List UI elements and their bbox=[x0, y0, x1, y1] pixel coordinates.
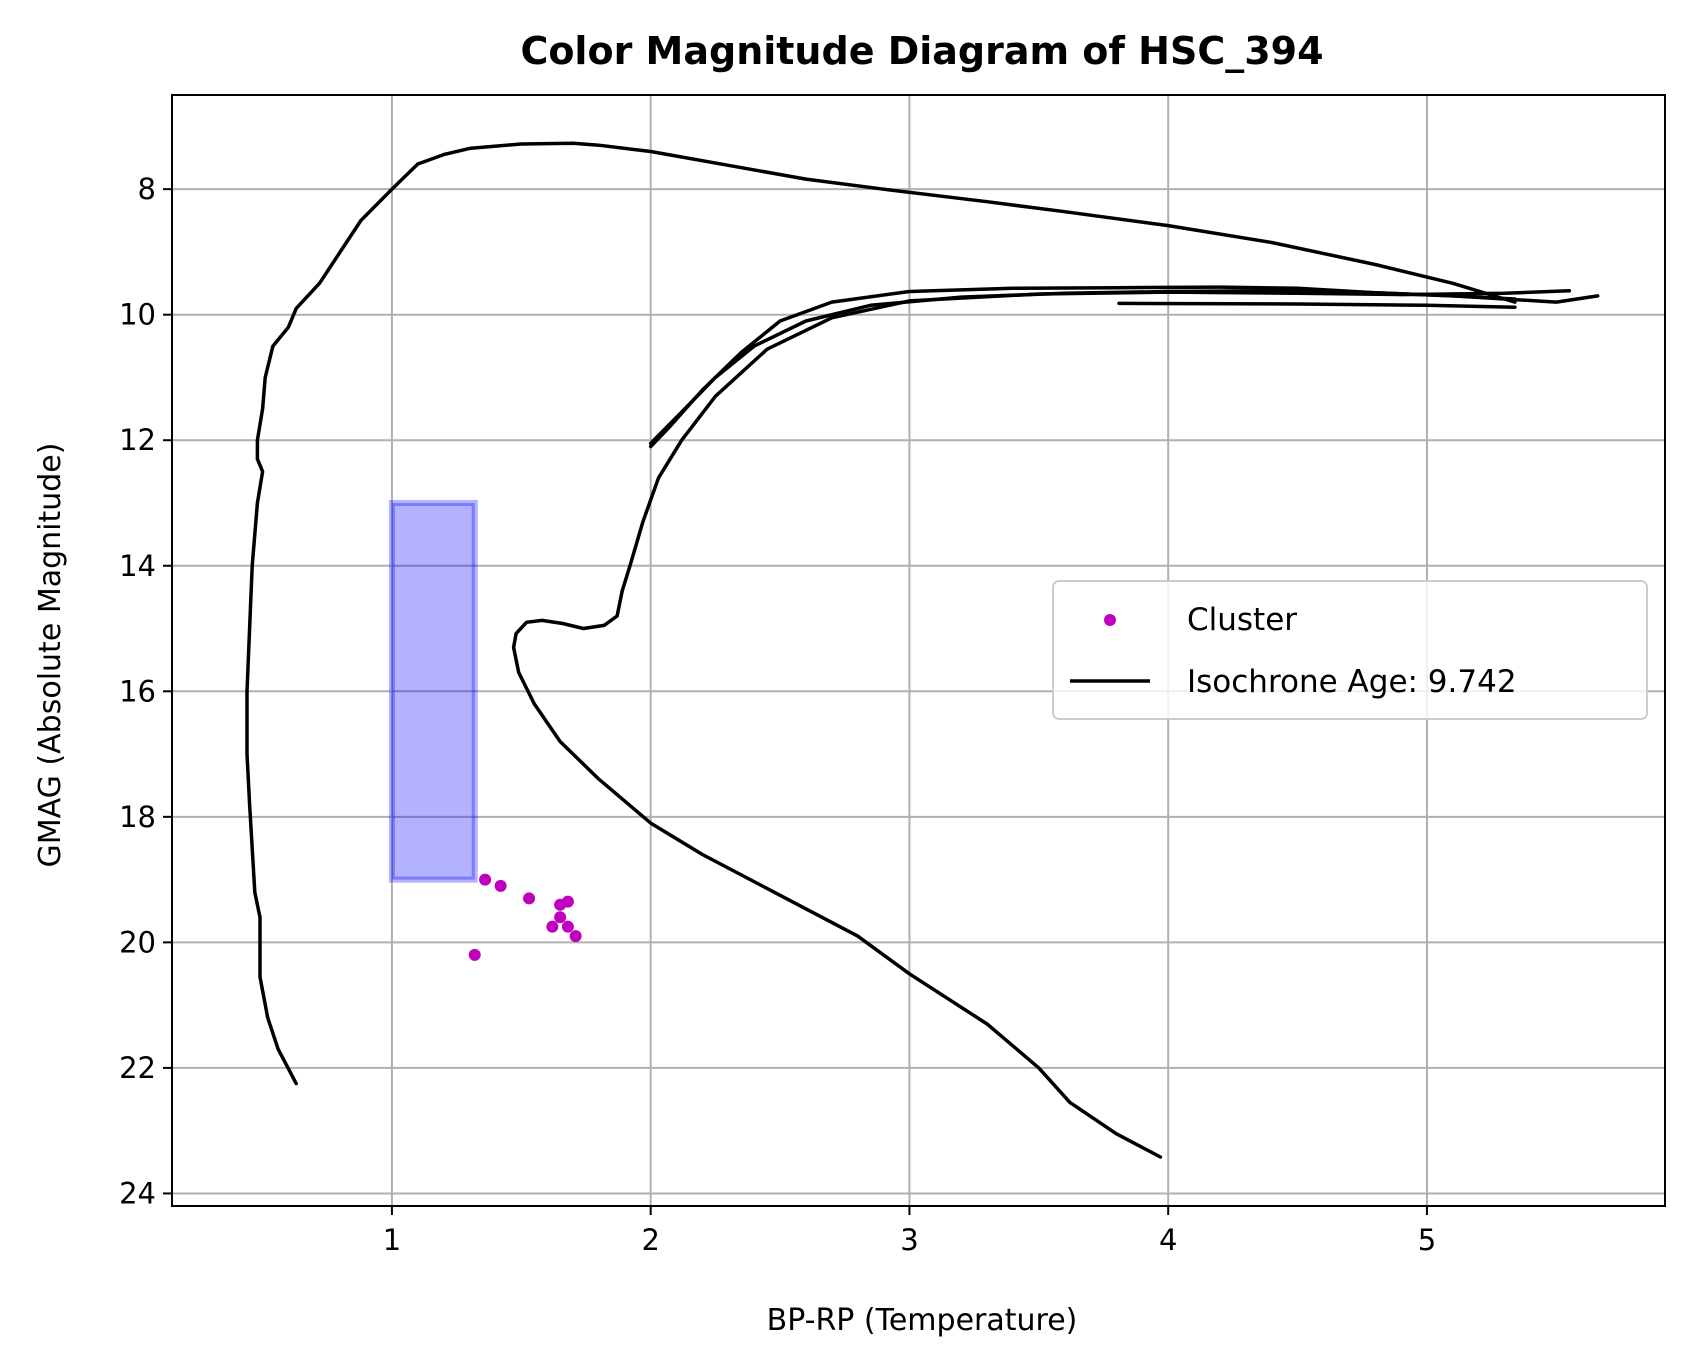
x-axis-label: BP-RP (Temperature) bbox=[767, 1303, 1078, 1338]
cluster-point bbox=[468, 948, 481, 961]
y-tick-label: 10 bbox=[119, 298, 156, 332]
legend-label-isochrone: Isochrone Age: 9.742 bbox=[1187, 664, 1517, 700]
cluster-point bbox=[561, 920, 574, 933]
x-tick-label: 4 bbox=[1159, 1223, 1177, 1257]
x-tick-label: 3 bbox=[900, 1223, 918, 1257]
y-tick-label: 8 bbox=[138, 172, 156, 206]
isochrone-layer bbox=[245, 141, 1600, 1159]
legend: Cluster Isochrone Age: 9.742 bbox=[1052, 580, 1648, 720]
isochrone-line bbox=[1117, 301, 1517, 309]
y-tick-label: 12 bbox=[119, 423, 156, 457]
y-tick-label: 24 bbox=[119, 1176, 156, 1210]
plot-frame bbox=[171, 94, 1666, 1207]
y-tick-label: 16 bbox=[119, 674, 156, 708]
cluster-point bbox=[494, 879, 507, 892]
cluster-point bbox=[554, 911, 567, 924]
cluster-point bbox=[523, 892, 536, 905]
chart-title: Color Magnitude Diagram of HSC_394 bbox=[520, 29, 1323, 73]
cluster-point bbox=[569, 930, 582, 943]
cluster-point bbox=[561, 895, 574, 908]
x-tick-label: 2 bbox=[641, 1223, 659, 1257]
legend-box bbox=[1052, 580, 1648, 720]
y-tick-label: 14 bbox=[119, 549, 156, 583]
isochrone-line bbox=[245, 141, 1517, 1086]
legend-label-cluster: Cluster bbox=[1187, 602, 1297, 638]
x-tick-label: 1 bbox=[383, 1223, 401, 1257]
cluster-points-layer bbox=[468, 873, 582, 961]
y-axis-label: GMAG (Absolute Magnitude) bbox=[33, 443, 68, 868]
shaded-region-layer bbox=[388, 499, 478, 883]
y-tick-label: 20 bbox=[119, 925, 156, 959]
legend-marker-cluster bbox=[1104, 614, 1116, 626]
x-tick-label: 5 bbox=[1418, 1223, 1436, 1257]
cluster-point bbox=[479, 873, 492, 886]
shaded-region bbox=[388, 499, 478, 883]
cluster-point bbox=[546, 920, 559, 933]
y-tick-label: 18 bbox=[119, 800, 156, 834]
y-tick-label: 22 bbox=[119, 1051, 156, 1085]
isochrone-line bbox=[511, 289, 1572, 1159]
